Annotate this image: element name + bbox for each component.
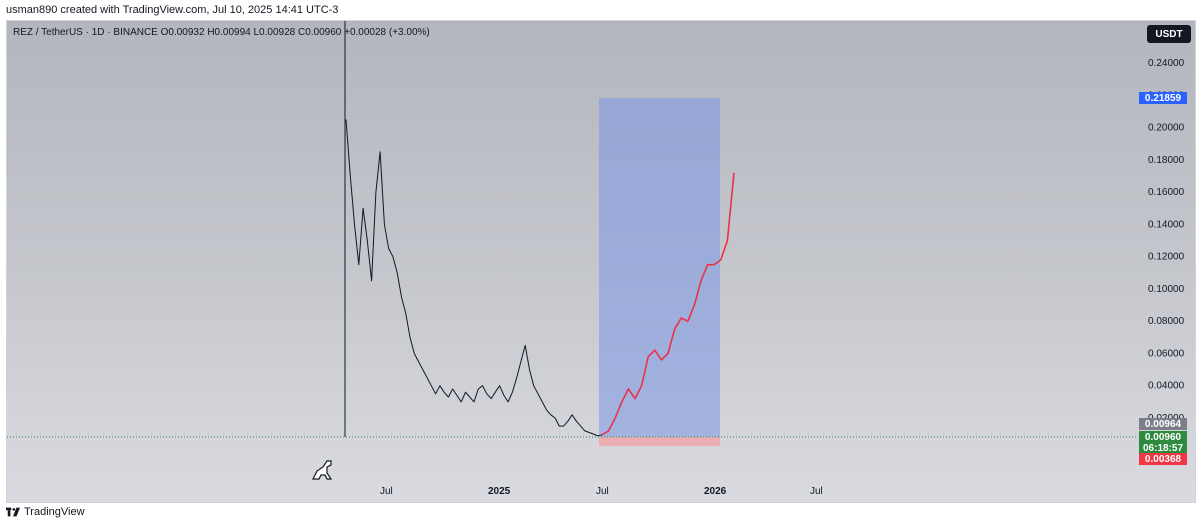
x-axis: Jul 2025 Jul 2026 Jul (380, 486, 823, 497)
x-tick-label: 2025 (488, 486, 511, 497)
x-tick-label: Jul (810, 486, 823, 497)
y-tick-label: 0.12000 (1148, 252, 1185, 263)
countdown-tag: 06:18:57 (1139, 442, 1187, 454)
y-tick-label: 0.18000 (1148, 155, 1185, 166)
previous-close-tag: 0.00964 (1139, 418, 1187, 430)
series-layer (345, 119, 735, 437)
y-axis: 0.240000.220000.200000.180000.160000.140… (1148, 58, 1185, 424)
stop-zone[interactable] (599, 437, 720, 446)
attribution-text: usman890 created with TradingView.com, J… (6, 4, 339, 16)
x-tick-label: Jul (380, 486, 393, 497)
projection-line (601, 172, 735, 436)
stop-price-tag: 0.00368 (1139, 453, 1187, 465)
currency-badge[interactable]: USDT (1147, 25, 1191, 43)
price-history-line (345, 119, 603, 437)
current-price-tag: 0.00960 (1139, 431, 1187, 443)
y-tick-label: 0.24000 (1148, 58, 1185, 69)
chart-legend: REZ / TetherUS · 1D · BINANCE O0.00932 H… (13, 27, 430, 38)
dinosaur-icon (312, 460, 333, 480)
y-tick-label: 0.10000 (1148, 284, 1185, 295)
footer-brand-text: TradingView (24, 506, 85, 518)
y-tick-label: 0.20000 (1148, 123, 1185, 134)
y-tick-label: 0.08000 (1148, 316, 1185, 327)
y-tick-label: 0.06000 (1148, 348, 1185, 359)
y-tick-label: 0.14000 (1148, 219, 1185, 230)
footer-brand[interactable]: TradingView (6, 506, 85, 518)
x-tick-label: 2026 (704, 486, 727, 497)
y-tick-label: 0.04000 (1148, 381, 1185, 392)
tradingview-logo-icon (6, 507, 20, 517)
chart-frame[interactable]: 0.240000.220000.200000.180000.160000.140… (6, 20, 1196, 503)
x-tick-label: Jul (596, 486, 609, 497)
price-chart[interactable]: 0.240000.220000.200000.180000.160000.140… (7, 21, 1195, 502)
target-zone[interactable] (599, 98, 720, 437)
y-tick-label: 0.16000 (1148, 187, 1185, 198)
target-price-tag: 0.21859 (1139, 92, 1187, 104)
